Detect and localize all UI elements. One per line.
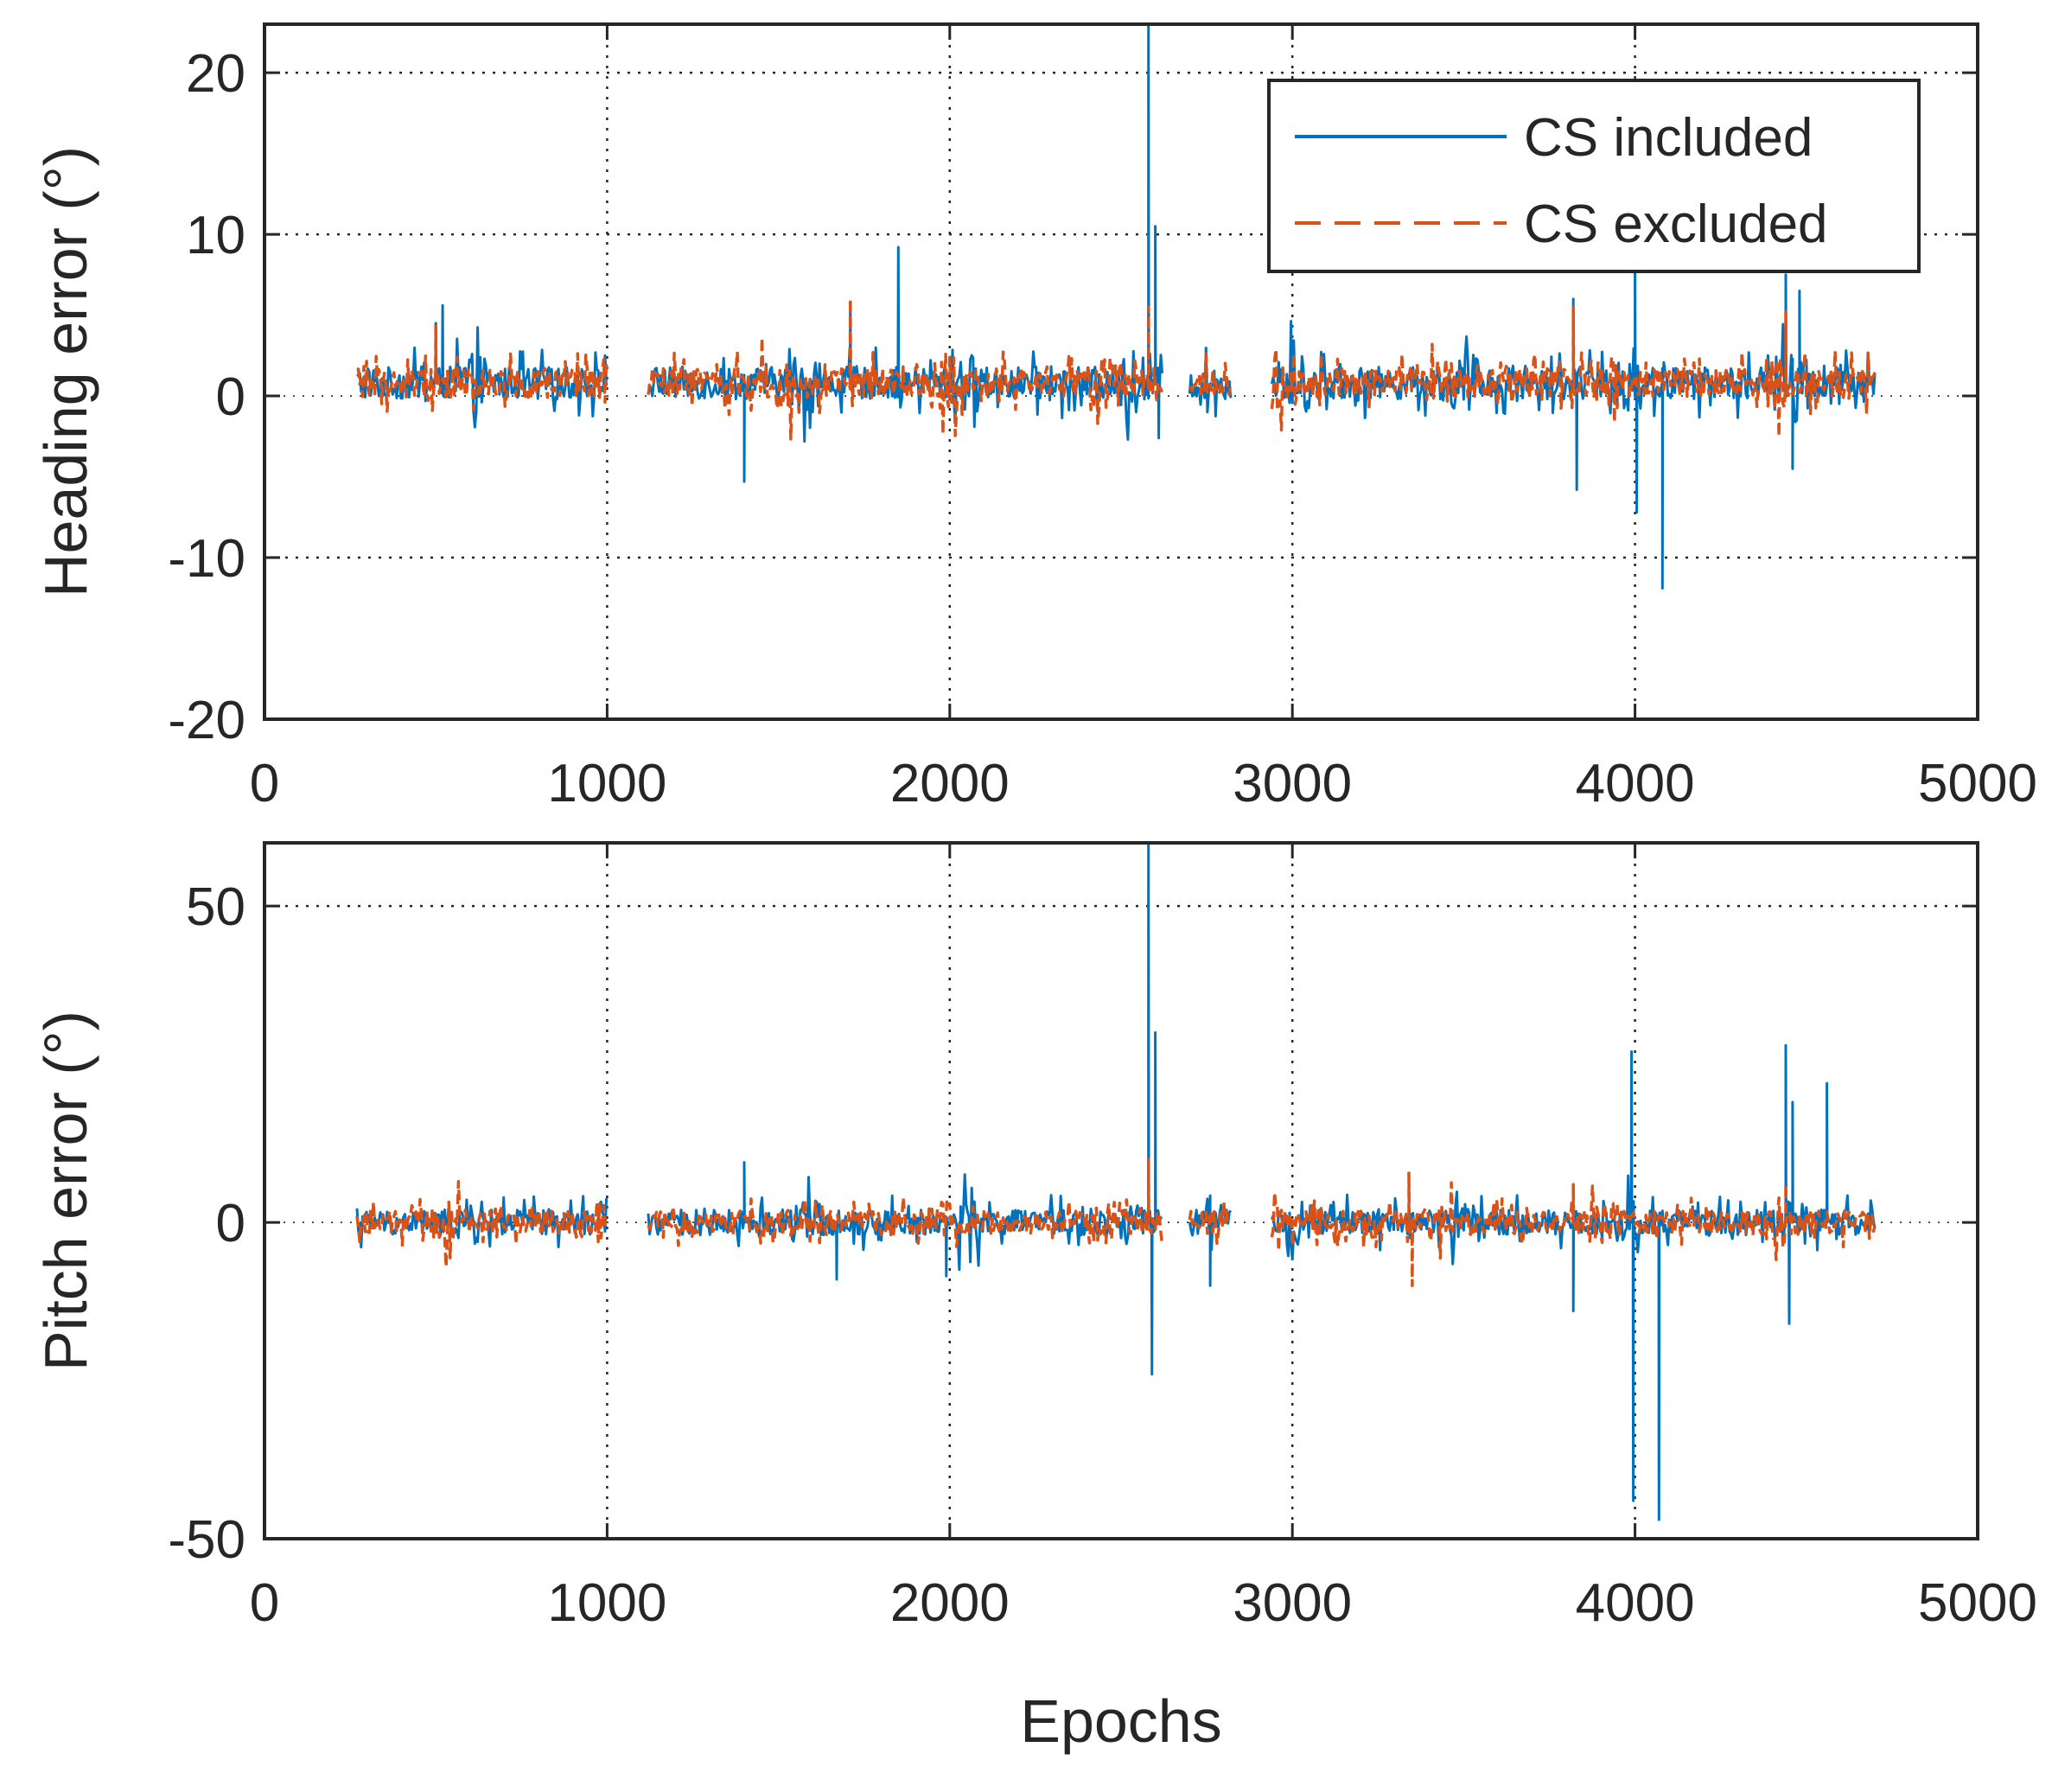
- series-cs-excluded-line: [356, 297, 1877, 441]
- axes-frame: [263, 841, 1979, 1540]
- legend: CS included CS excluded: [1267, 79, 1921, 273]
- x-tick-label: 2000: [890, 1573, 1010, 1633]
- x-tick-label: 5000: [1918, 1573, 2037, 1633]
- legend-box: [1267, 79, 1921, 273]
- legend-label-2: CS excluded: [1524, 195, 1828, 254]
- x-tick-label: 3000: [1233, 1573, 1352, 1633]
- y-tick-label: 50: [186, 877, 245, 937]
- x-tick-label: 5000: [1918, 754, 2037, 813]
- x-tick-label: 1000: [547, 1573, 666, 1633]
- y-tick-label: 20: [186, 44, 245, 104]
- x-tick-label: 4000: [1576, 1573, 1695, 1633]
- panels: 0 1000 2000 3000 4000 5000-20-1001020Heading …: [32, 22, 2037, 1755]
- panel-1: 0 1000 2000 3000 4000 5000 -20 -10 0 10 20 Heading …: [32, 22, 2037, 813]
- legend-label-1: CS included: [1524, 108, 1813, 168]
- x-tick-label: 3000: [1233, 754, 1352, 813]
- y-tick-label: -50: [168, 1510, 245, 1570]
- y-tick-label: -10: [168, 529, 245, 589]
- y-axis-label: Pitch error (°): [32, 1011, 99, 1371]
- series-cs-excluded-line: [355, 1157, 1877, 1288]
- x-tick-label: 0: [250, 754, 279, 813]
- x-axis-label: Epochs: [1020, 1687, 1221, 1755]
- x-tick-label: 2000: [890, 754, 1010, 813]
- y-tick-label: 0: [216, 1194, 245, 1253]
- series-cs-included-line: [355, 841, 1877, 1521]
- y-tick-label: 10: [186, 206, 245, 265]
- y-tick-label: 0: [216, 367, 245, 427]
- x-tick-label: 1000: [547, 754, 666, 813]
- y-axis-label: Heading error (°): [32, 146, 99, 597]
- y-tick-label: -20: [168, 691, 245, 750]
- x-tick-label: 4000: [1576, 754, 1695, 813]
- x-tick-label: 0: [250, 1573, 279, 1633]
- axes-frame: [263, 22, 1979, 721]
